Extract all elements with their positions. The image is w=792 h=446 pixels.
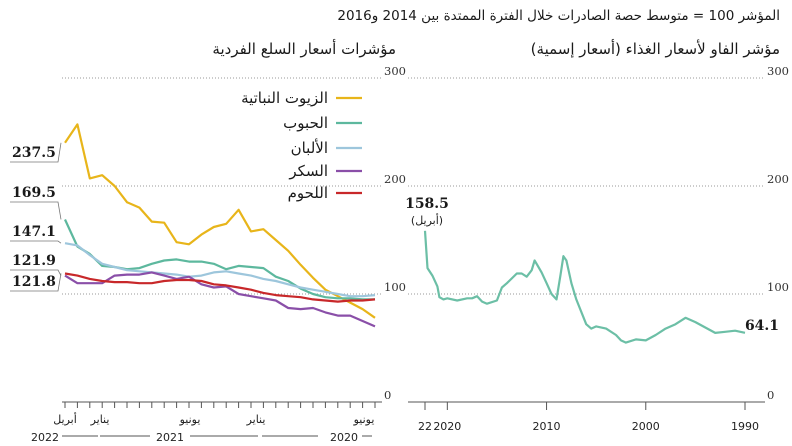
left-x-year-label: 2022 xyxy=(31,431,59,444)
left-y-tick: 100 xyxy=(384,280,406,294)
legend-label-meat: اللحوم xyxy=(288,184,328,202)
legend-label-oils: الزيوت النباتية xyxy=(241,89,328,107)
left-x-tick-label: يونيو xyxy=(179,413,201,426)
legend-label-dairy: الألبان xyxy=(291,138,328,157)
right-x-tick-label: 2010 xyxy=(533,420,561,433)
fao-start-value: 64.1 xyxy=(745,318,779,334)
start-value-cereals: 169.5 xyxy=(12,185,56,201)
left-x-tick-label: يناير xyxy=(246,413,266,426)
legend-label-sugar: السكر xyxy=(288,162,328,180)
right-x-tick-label: 1990 xyxy=(731,420,759,433)
leader-line xyxy=(10,201,62,220)
left-panel-title: مؤشرات أسعار السلع الفردية xyxy=(212,40,396,58)
fao-peak-month: (أبريل) xyxy=(411,213,443,227)
start-value-sugar: 121.9 xyxy=(12,253,56,269)
right-y-tick: 0 xyxy=(767,388,774,402)
left-x-tick-label: يناير xyxy=(90,413,110,426)
left-x-year-label: 2020 xyxy=(330,431,358,444)
left-y-tick: 300 xyxy=(384,64,406,78)
right-y-tick: 300 xyxy=(767,64,789,78)
left-y-tick: 200 xyxy=(384,172,406,186)
fao-peak-value: 158.5 xyxy=(405,196,449,212)
left-x-tick-label: أبريل xyxy=(53,412,77,426)
right-x-tick-label: 2020 xyxy=(433,420,461,433)
right-x-tick-label: 22 xyxy=(418,420,432,433)
series-line-fao xyxy=(423,230,746,344)
start-value-meat: 121.8 xyxy=(12,274,56,290)
leader-line xyxy=(10,240,62,244)
chart-subtitle: المؤشر 100 = متوسط حصة الصادرات خلال الف… xyxy=(337,8,780,24)
series-line-oils xyxy=(64,123,376,319)
left-x-tick-label: يونيو xyxy=(353,413,375,426)
left-y-tick: 0 xyxy=(384,388,391,402)
series-line-sugar xyxy=(64,271,376,328)
right-y-tick: 100 xyxy=(767,280,789,294)
legend-label-cereals: الحبوب xyxy=(283,114,328,132)
right-x-tick-label: 2000 xyxy=(632,420,660,433)
left-x-year-label: 2021 xyxy=(156,431,184,444)
series-line-dairy xyxy=(64,242,376,298)
right-y-tick: 200 xyxy=(767,172,789,186)
leader-line xyxy=(10,142,62,163)
start-value-oils: 237.5 xyxy=(12,145,56,161)
leader-line xyxy=(10,269,62,276)
right-panel-title: مؤشر الفاو لأسعار الغذاء (أسعار إسمية) xyxy=(530,40,780,58)
start-value-dairy: 147.1 xyxy=(12,224,56,240)
leader-line xyxy=(10,273,62,292)
series-line-meat xyxy=(64,272,376,303)
